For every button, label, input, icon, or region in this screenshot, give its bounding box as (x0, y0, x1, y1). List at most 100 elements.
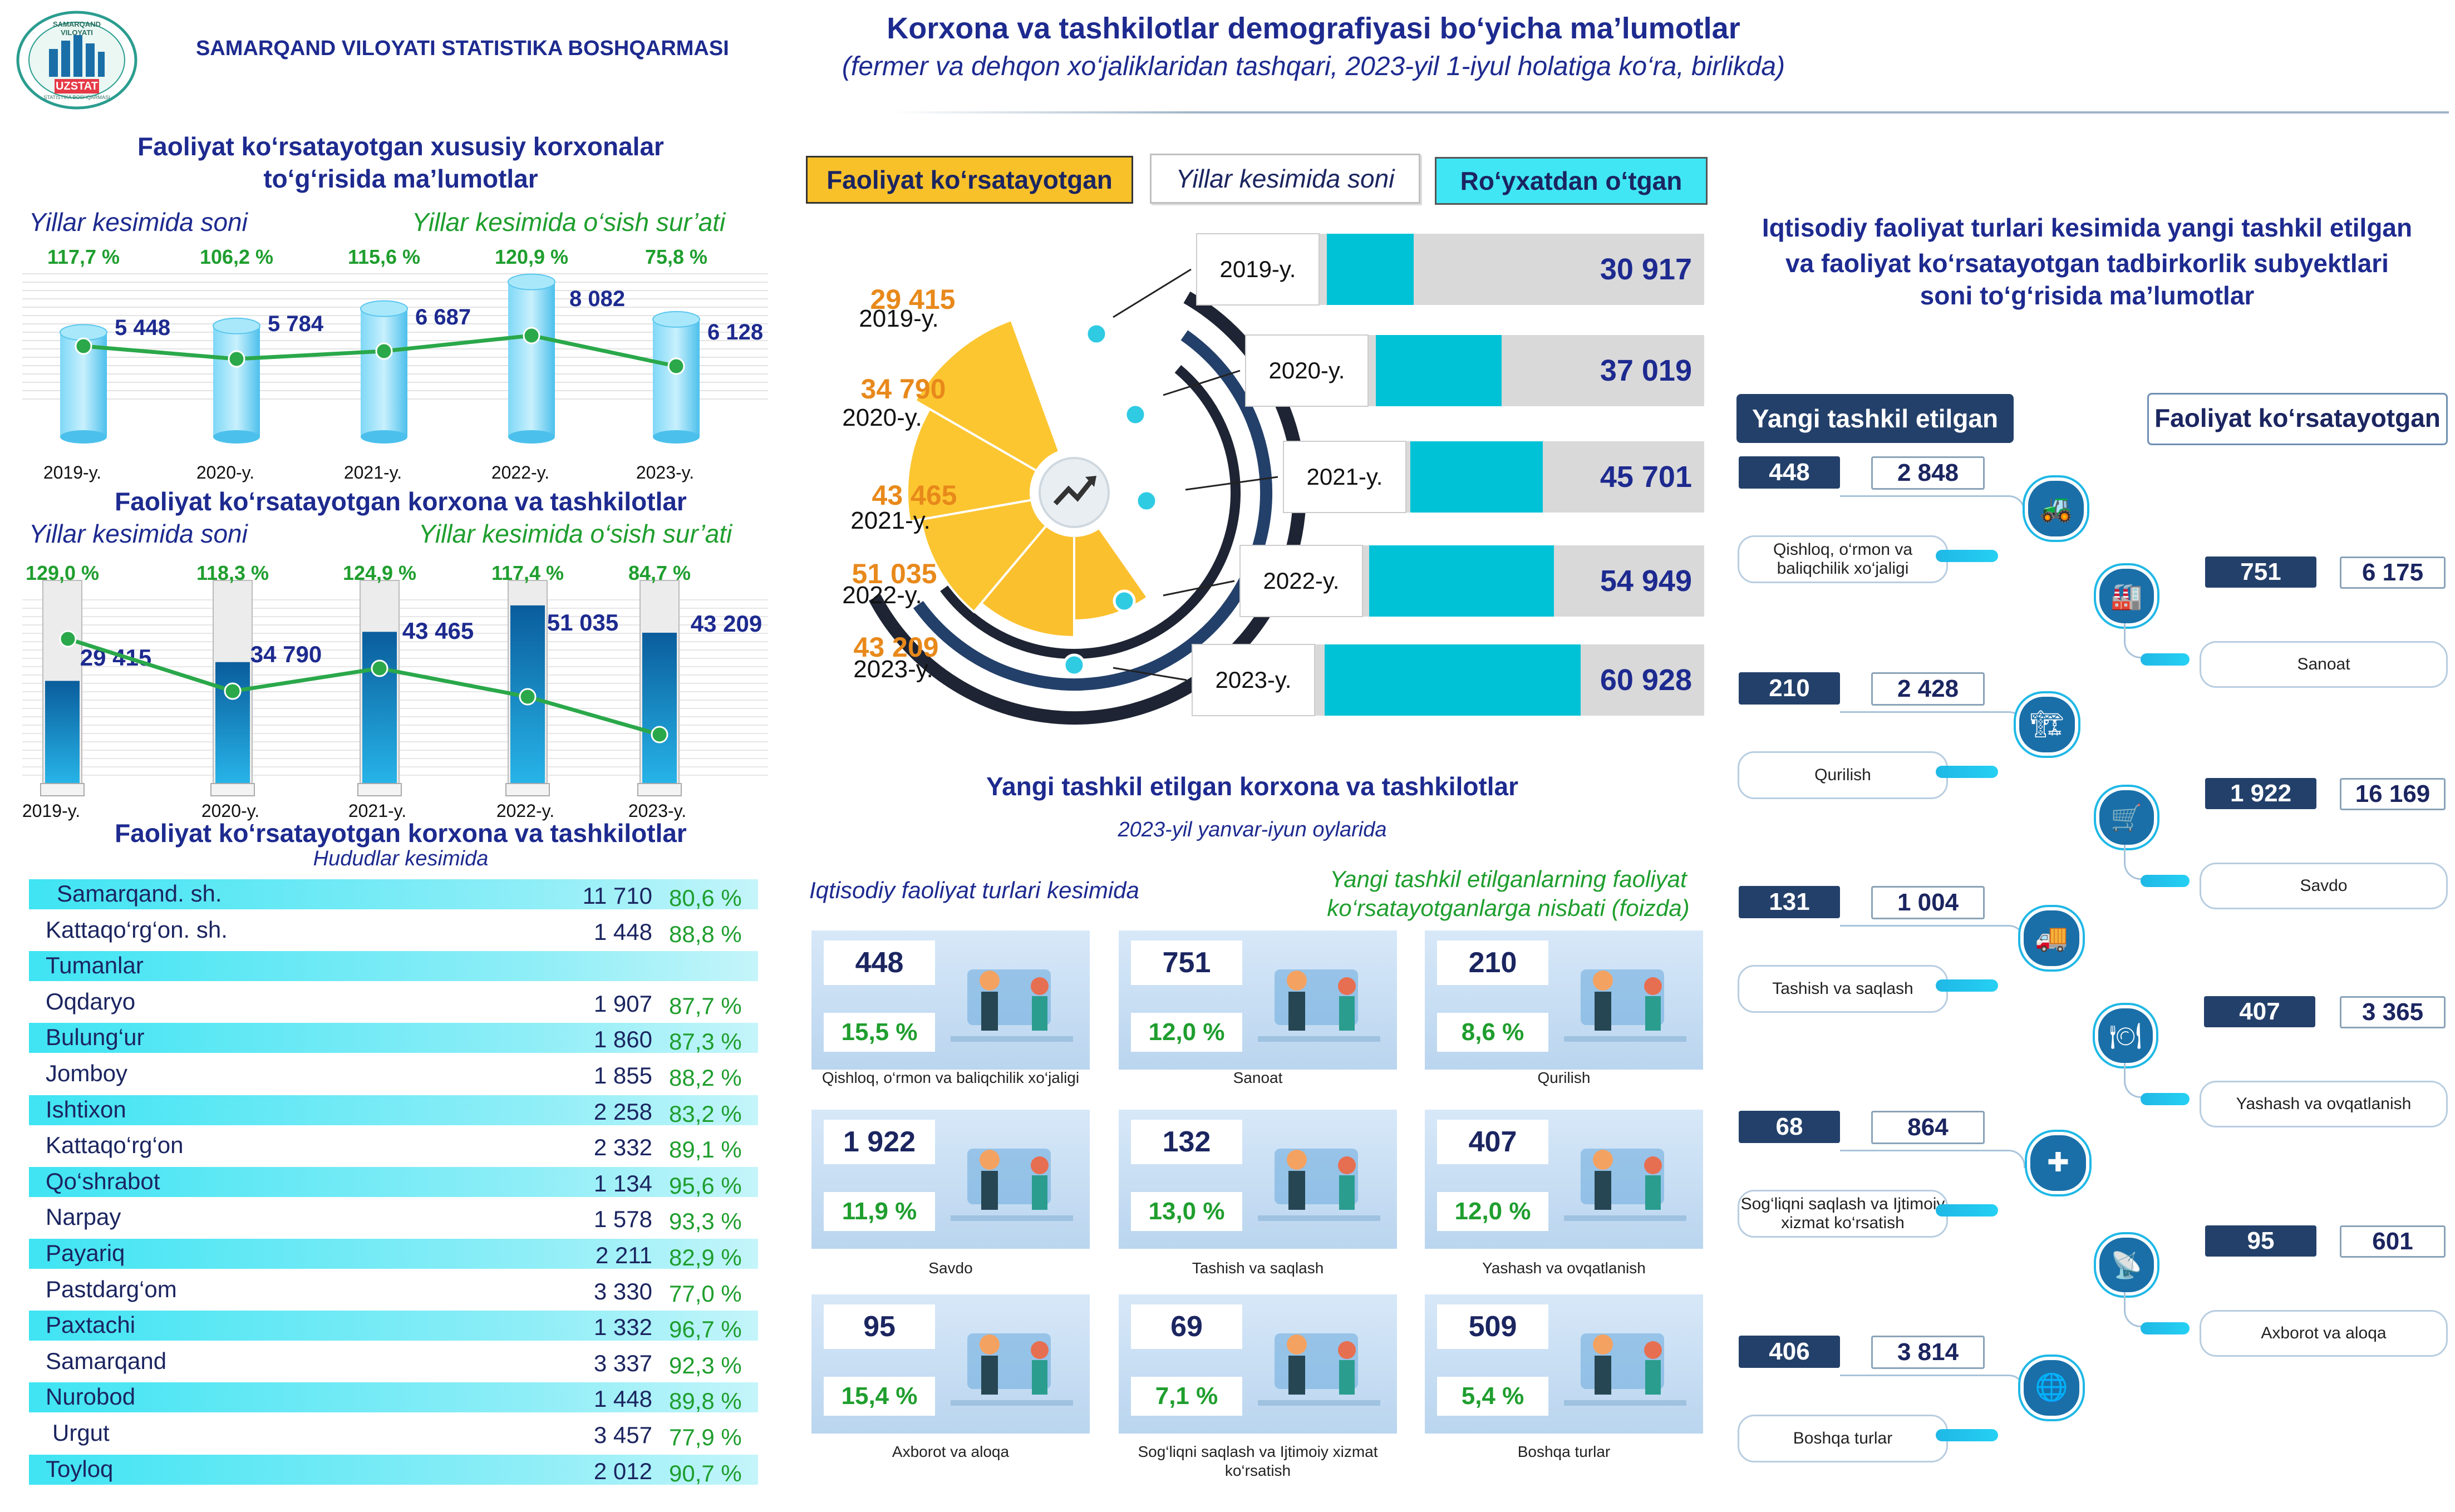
regions-row: Paxtachi 1 332 96,7 % (29, 1311, 758, 1343)
regions-row: Kattaqo‘rg‘on. sh. 1 448 88,8 % (29, 915, 758, 948)
activity-label: Savdo (2200, 863, 2448, 909)
private-growth-label: Yillar kesimida o‘sish sur’ati (412, 208, 726, 237)
new-orgs-title: Yangi tashkil etilgan korxona va tashkil… (986, 772, 1519, 801)
illustration-icon (951, 969, 1073, 1042)
registered-bar (1369, 545, 1554, 617)
regions-row: Nurobod 1 448 89,8 % (29, 1382, 758, 1415)
new-org-illustration (1258, 1126, 1380, 1232)
region-name: Urgut (52, 1420, 110, 1446)
region-pct: 89,1 % (669, 1136, 742, 1163)
illustration-icon (951, 1333, 1073, 1406)
new-org-pct: 13,0 % (1131, 1192, 1242, 1231)
activity-label: Qurilish (1738, 751, 1948, 799)
region-name: Payariq (46, 1240, 125, 1266)
new-org-card: 132 13,0 % (1119, 1110, 1397, 1249)
private-title-2: to‘g‘risida ma’lumotlar (263, 164, 538, 193)
factory-icon: 🏭 (2096, 565, 2157, 627)
activity-connector (1840, 925, 2025, 943)
header-divider (891, 111, 2449, 114)
registered-value: 54 949 (1600, 564, 1692, 598)
regions-row: Jomboy 1 855 88,2 % (29, 1059, 758, 1091)
regions-row: Urgut 3 457 77,9 % (29, 1419, 758, 1451)
logo-top-text: SAMARQAND VILOYATI (53, 20, 101, 37)
region-value: 1 134 (593, 1170, 652, 1196)
regions-row: Qo‘shrabot 1 134 95,6 % (29, 1166, 758, 1199)
active-count-label: Yillar kesimida soni (29, 519, 248, 548)
private-year-label: 2021-y. (344, 462, 402, 482)
private-bar (653, 319, 700, 437)
tractor-icon: 🚜 (2025, 477, 2087, 540)
private-year-label: 2019-y. (43, 462, 101, 482)
regions-row: Pastdarg‘om 3 330 77,0 % (29, 1275, 758, 1307)
regions-title: Faoliyat ko‘rsatayotgan korxona va tashk… (115, 819, 687, 848)
registered-year-box (1245, 334, 1369, 407)
connector-dot (1062, 653, 1086, 677)
new-org-pct: 15,4 % (824, 1377, 935, 1416)
growth-icon-arrow (1085, 476, 1096, 487)
active-value-label: 43 465 (402, 618, 474, 644)
new-org-label: Tashish va saqlash (1192, 1259, 1324, 1277)
private-year-label: 2020-y. (196, 462, 254, 482)
illustration-icon (1564, 1333, 1686, 1406)
registered-bar (1376, 335, 1502, 406)
activity-active-count: 2 428 (1871, 672, 1985, 706)
private-growth-point (228, 350, 245, 368)
region-value: 11 710 (582, 883, 652, 909)
region-value: 1 907 (593, 990, 652, 1017)
region-pct: 90,7 % (669, 1460, 742, 1486)
ring-inner (908, 326, 1241, 659)
new-org-label: Savdo (928, 1259, 973, 1277)
illustration-icon (1258, 969, 1380, 1042)
activity-accent-bar (1936, 1204, 1998, 1217)
activity-new-count: 95 (2205, 1225, 2316, 1257)
private-count-label: Yillar kesimida soni (29, 208, 248, 237)
active-growth-point (224, 682, 242, 700)
active-bar (215, 662, 250, 784)
active-growth-label: Yillar kesimida o‘sish sur’ati (419, 519, 732, 548)
activity-connector (1840, 1150, 2025, 1168)
active-year-label: 2022-y. (496, 801, 554, 821)
illustration-icon (1564, 969, 1686, 1042)
center-active-year: 2023-y. (853, 656, 933, 683)
new-org-illustration (1258, 947, 1380, 1053)
activity-connector (1840, 711, 2025, 730)
activity-new-count: 751 (2205, 556, 2316, 588)
org-name: SAMARQAND VILOYATI STATISTIKA BOSHQARMAS… (196, 37, 729, 60)
center-active-value: 34 790 (861, 373, 946, 405)
region-name: Samarqand (46, 1347, 167, 1374)
center-active-value: 43 209 (854, 632, 939, 663)
regions-row: Samarqand. sh. 11 710 80,6 % (29, 879, 758, 912)
legend-years: Yillar kesimida soni (1150, 154, 1420, 204)
region-value: 3 330 (593, 1278, 652, 1304)
active-chart: 129,0 % 2019-y. 118,3 % 2020-y. 124,9 % 2021-… (22, 562, 768, 821)
connector-line (1185, 476, 1278, 491)
private-bar-top (652, 311, 700, 328)
cart-icon: 🛒 (2096, 787, 2157, 848)
region-value: 2 211 (596, 1242, 652, 1268)
activity-accent-bar (2141, 1093, 2190, 1105)
private-bar-base (213, 430, 260, 444)
activity-new-count: 407 (2204, 996, 2315, 1027)
connector-line (1163, 580, 1235, 597)
new-org-card: 509 5,4 % (1425, 1294, 1703, 1434)
active-growth-point (371, 659, 388, 677)
connector-dot (1135, 489, 1158, 513)
active-growth-label: 84,7 % (628, 562, 691, 584)
private-value-label: 5 448 (115, 316, 170, 340)
active-value-label: 29 415 (80, 644, 151, 671)
active-fan-slice (913, 318, 1076, 495)
active-growth-point (651, 726, 668, 743)
active-header-text: Faoliyat ko‘rsatayotgan (2154, 403, 2441, 432)
active-bar-base (505, 783, 550, 796)
activity-accent-bar (1936, 979, 1998, 992)
region-value: 1 855 (593, 1062, 652, 1089)
registered-year-box (1192, 644, 1315, 716)
activity-title-3: soni to‘g‘risida ma’lumotlar (1920, 281, 2255, 310)
globe-icon: 🌐 (2020, 1357, 2083, 1419)
active-year-label: 2021-y. (348, 801, 406, 821)
private-bar-base (60, 430, 107, 444)
illustration-icon (951, 1149, 1073, 1221)
new-org-count: 210 (1437, 940, 1548, 985)
new-org-label: Boshqa turlar (1517, 1443, 1611, 1460)
active-value-label: 51 035 (547, 609, 618, 636)
